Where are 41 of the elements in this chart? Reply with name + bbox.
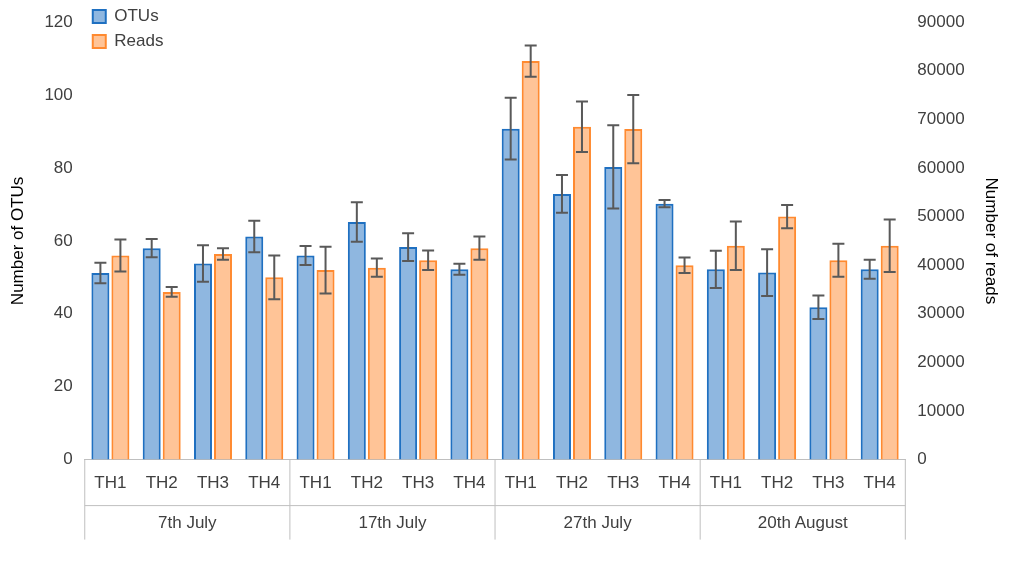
y-tick-label: 60 (53, 230, 73, 250)
x-tick-label: TH4 (658, 473, 691, 493)
y2-tick-label: 60000 (917, 157, 965, 177)
y-tick-label: 0 (63, 449, 73, 469)
legend-label: OTUs (114, 6, 159, 26)
x-tick-label: TH4 (248, 473, 281, 493)
x-tick-label: TH3 (812, 473, 845, 493)
y2-axis-title: Number of reads (982, 177, 1002, 305)
y2-tick-label: 70000 (917, 109, 965, 129)
text: 17th July (358, 513, 427, 533)
y2-tick-label: 20000 (917, 352, 965, 372)
x-tick-label: TH2 (350, 473, 383, 493)
y2-tick-label: 10000 (917, 400, 965, 420)
x-tick-label: TH2 (145, 473, 178, 493)
y-tick-label: 100 (44, 84, 73, 104)
y2-tick-label: 90000 (917, 11, 965, 31)
y2-tick-label: 30000 (917, 303, 965, 323)
x-tick-label: TH4 (453, 473, 486, 493)
y-tick-label: 20 (53, 376, 73, 396)
x-tick-label: TH1 (709, 473, 742, 493)
x-tick-label: TH2 (761, 473, 794, 493)
text: 7th July (158, 513, 218, 533)
x-tick-label: TH1 (504, 473, 537, 493)
x-tick-label: TH2 (555, 473, 589, 493)
y2-tick-label: 40000 (917, 254, 965, 274)
y-tick-label: 80 (53, 157, 73, 177)
x-tick-label: TH3 (402, 473, 435, 493)
y-tick-label: 120 (44, 11, 73, 31)
x-tick-label: TH1 (94, 473, 127, 493)
x-tick-label: TH3 (196, 473, 230, 493)
x-tick-label: TH3 (607, 473, 640, 493)
y-axis-title: Number of OTUs (7, 176, 27, 306)
y-tick-label: 40 (53, 303, 73, 323)
x-tick-label: TH1 (299, 473, 332, 493)
text: 20th August (757, 513, 848, 533)
y2-tick-label: 50000 (917, 206, 965, 226)
y2-tick-label: 0 (917, 449, 927, 469)
x-tick-label: TH4 (863, 473, 896, 493)
text: 27th July (563, 513, 633, 533)
y2-tick-label: 80000 (917, 60, 965, 80)
legend-label: Reads (114, 31, 164, 51)
